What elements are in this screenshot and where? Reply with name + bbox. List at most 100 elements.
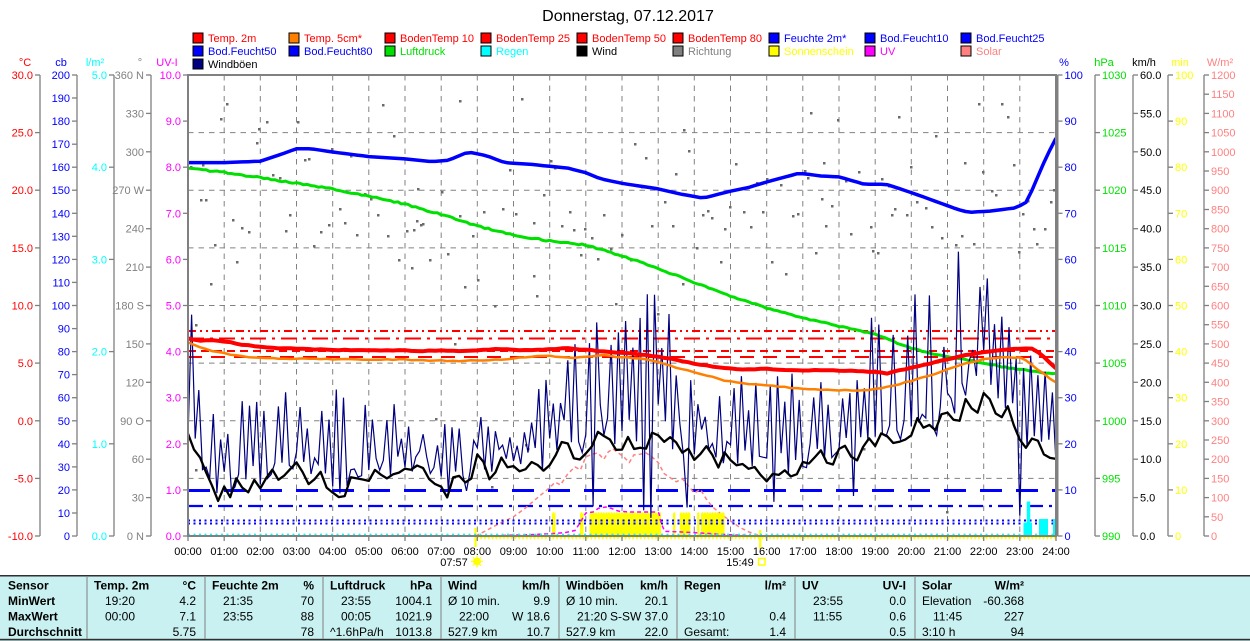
svg-text:19:00: 19:00 xyxy=(861,546,889,558)
svg-text:0.5: 0.5 xyxy=(889,625,906,639)
svg-text:0.0: 0.0 xyxy=(1140,531,1155,543)
svg-text:S-SW 37.0: S-SW 37.0 xyxy=(610,610,668,624)
svg-text:14:00: 14:00 xyxy=(681,546,709,558)
svg-text:0 N: 0 N xyxy=(127,531,144,543)
svg-text:2.0: 2.0 xyxy=(166,439,181,451)
svg-text:130: 130 xyxy=(52,231,70,243)
svg-text:10.7: 10.7 xyxy=(527,625,551,639)
svg-text:35.0: 35.0 xyxy=(1140,262,1161,274)
svg-text:W/m²: W/m² xyxy=(1207,57,1234,69)
svg-text:23:00: 23:00 xyxy=(1006,546,1034,558)
svg-text:90: 90 xyxy=(1065,116,1077,128)
svg-text:BodenTemp 50: BodenTemp 50 xyxy=(592,33,666,45)
svg-text:Ø 10 min.: Ø 10 min. xyxy=(566,594,618,608)
svg-text:Luftdruck: Luftdruck xyxy=(330,579,386,593)
svg-text:10.0: 10.0 xyxy=(160,70,181,82)
svg-text:Temp. 2m: Temp. 2m xyxy=(208,33,256,45)
svg-text:l/m²: l/m² xyxy=(86,57,105,69)
svg-text:Windböen: Windböen xyxy=(208,59,258,71)
svg-text:10:00: 10:00 xyxy=(536,546,564,558)
svg-text:190: 190 xyxy=(52,93,70,105)
svg-text:22:00: 22:00 xyxy=(459,610,489,624)
svg-text:60: 60 xyxy=(1065,254,1077,266)
svg-text:80: 80 xyxy=(58,347,70,359)
svg-text:30.0: 30.0 xyxy=(1140,301,1161,313)
svg-text:Richtung: Richtung xyxy=(688,46,731,58)
svg-text:20.0: 20.0 xyxy=(12,185,33,197)
svg-text:12:00: 12:00 xyxy=(608,546,636,558)
svg-text:°C: °C xyxy=(19,57,31,69)
svg-text:120: 120 xyxy=(126,377,144,389)
svg-text:40: 40 xyxy=(1175,347,1187,359)
svg-text:1030: 1030 xyxy=(1102,70,1126,82)
svg-text:7.0: 7.0 xyxy=(166,208,181,220)
svg-text:18:00: 18:00 xyxy=(825,546,853,558)
svg-text:20: 20 xyxy=(1175,439,1187,451)
svg-text:MinWert: MinWert xyxy=(8,594,55,608)
svg-text:20: 20 xyxy=(58,485,70,497)
svg-text:00:00: 00:00 xyxy=(174,546,202,558)
svg-text:120: 120 xyxy=(52,254,70,266)
svg-text:cb: cb xyxy=(55,57,67,69)
svg-text:90: 90 xyxy=(58,324,70,336)
svg-text:950: 950 xyxy=(1211,166,1229,178)
svg-text:995: 995 xyxy=(1102,473,1120,485)
svg-text:Wind: Wind xyxy=(448,579,477,593)
svg-text:200: 200 xyxy=(1211,454,1229,466)
svg-text:Elevation: Elevation xyxy=(922,594,971,608)
svg-text:0: 0 xyxy=(1065,531,1071,543)
svg-text:Feuchte 2m: Feuchte 2m xyxy=(212,579,279,593)
svg-text:1020: 1020 xyxy=(1102,185,1126,197)
svg-text:0: 0 xyxy=(64,531,70,543)
svg-text:23:10: 23:10 xyxy=(695,610,725,624)
svg-text:10.0: 10.0 xyxy=(12,301,33,313)
svg-text:1050: 1050 xyxy=(1211,128,1235,140)
svg-text:1150: 1150 xyxy=(1211,89,1235,101)
svg-text:Regen: Regen xyxy=(496,46,528,58)
svg-text:5.0: 5.0 xyxy=(166,301,181,313)
svg-text:2.0: 2.0 xyxy=(92,347,107,359)
svg-text:MaxWert: MaxWert xyxy=(8,610,58,624)
svg-text:°C: °C xyxy=(183,579,197,593)
svg-text:22:00: 22:00 xyxy=(970,546,998,558)
svg-text:08:00: 08:00 xyxy=(464,546,492,558)
svg-text:300: 300 xyxy=(126,147,144,159)
svg-text:140: 140 xyxy=(52,208,70,220)
svg-text:3.0: 3.0 xyxy=(166,393,181,405)
svg-text:360 N: 360 N xyxy=(115,70,144,82)
svg-text:40: 40 xyxy=(58,439,70,451)
svg-text:15.0: 15.0 xyxy=(1140,416,1161,428)
svg-text:55.0: 55.0 xyxy=(1140,108,1161,120)
svg-text:600: 600 xyxy=(1211,301,1229,313)
svg-text:Feuchte 2m*: Feuchte 2m* xyxy=(784,33,847,45)
svg-text:70: 70 xyxy=(1175,208,1187,220)
svg-text:5.0: 5.0 xyxy=(1140,493,1155,505)
svg-text:21:00: 21:00 xyxy=(934,546,962,558)
svg-text:1015: 1015 xyxy=(1102,243,1126,255)
svg-text:Sonnenschein: Sonnenschein xyxy=(784,46,854,58)
svg-text:hPa: hPa xyxy=(1094,57,1114,69)
svg-text:04:00: 04:00 xyxy=(319,546,347,558)
svg-text:07:00: 07:00 xyxy=(427,546,455,558)
svg-text:5.0: 5.0 xyxy=(92,70,107,82)
svg-text:94: 94 xyxy=(1011,625,1025,639)
svg-text:8.0: 8.0 xyxy=(166,162,181,174)
svg-text:1200: 1200 xyxy=(1211,70,1235,82)
svg-text:700: 700 xyxy=(1211,262,1229,274)
svg-text:min: min xyxy=(1171,57,1189,69)
svg-text:160: 160 xyxy=(52,162,70,174)
svg-text:km/h: km/h xyxy=(640,579,668,593)
svg-text:Bod.Feucht25: Bod.Feucht25 xyxy=(976,33,1045,45)
svg-text:5.0: 5.0 xyxy=(18,358,33,370)
svg-text:850: 850 xyxy=(1211,205,1229,217)
svg-text:30: 30 xyxy=(132,493,144,505)
svg-text:4.0: 4.0 xyxy=(92,162,107,174)
svg-text:550: 550 xyxy=(1211,320,1229,332)
svg-text:%: % xyxy=(1059,57,1069,69)
svg-text:21:20: 21:20 xyxy=(577,610,607,624)
svg-text:50: 50 xyxy=(58,416,70,428)
svg-text:1.0: 1.0 xyxy=(92,439,107,451)
svg-text:20:00: 20:00 xyxy=(898,546,926,558)
svg-text:60: 60 xyxy=(132,454,144,466)
svg-text:170: 170 xyxy=(52,139,70,151)
